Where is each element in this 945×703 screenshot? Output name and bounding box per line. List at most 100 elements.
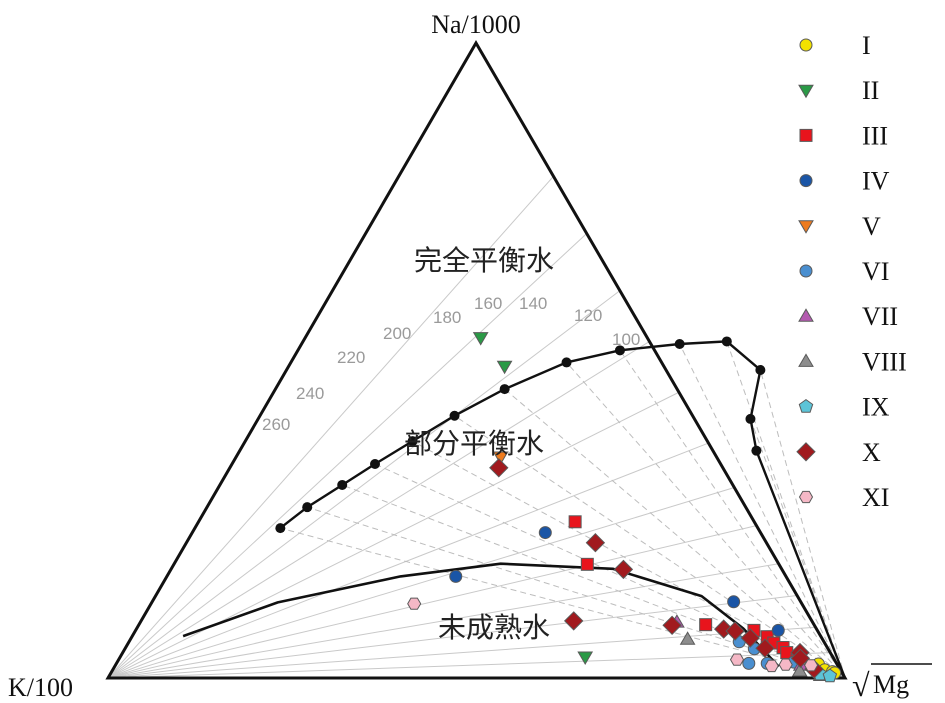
- grid-ray: [107, 341, 650, 679]
- legend-marker: [798, 490, 814, 504]
- legend-label: XI: [862, 483, 889, 512]
- data-point: [740, 628, 761, 648]
- grid-ray: [107, 391, 680, 679]
- region-label-immature: 未成熟水: [438, 611, 550, 644]
- grid-ray: [107, 652, 831, 679]
- curve-node: [614, 345, 625, 356]
- data-point: [729, 653, 745, 666]
- temperature-label: 160: [474, 294, 502, 313]
- grid-dashed-line: [679, 343, 846, 679]
- data-point: [492, 451, 509, 465]
- data-point: [580, 557, 594, 571]
- grid-dashed-line: [454, 415, 846, 679]
- curve-node: [755, 365, 766, 376]
- grid-dashed-line: [280, 527, 846, 679]
- curve-node: [674, 338, 685, 349]
- legend-marker: [798, 308, 814, 322]
- legend-marker: [799, 264, 813, 278]
- legend-label: VIII: [862, 347, 907, 376]
- curve-node: [751, 445, 762, 456]
- vertex-label-right-radical: √: [852, 667, 870, 703]
- data-point: [489, 458, 509, 478]
- legend-label: II: [862, 76, 879, 105]
- data-point: [679, 631, 696, 645]
- legend-label: IX: [862, 393, 890, 422]
- legend-marker: [798, 220, 814, 234]
- data-point: [449, 569, 463, 583]
- data-point: [791, 663, 808, 677]
- data-point: [585, 532, 606, 553]
- data-point: [755, 638, 775, 658]
- data-points: [407, 332, 842, 683]
- curve-node: [407, 436, 418, 447]
- legend-marker: [798, 398, 814, 413]
- data-point: [662, 615, 682, 636]
- legend-marker: [798, 353, 814, 367]
- temperature-labels: 260 240 220 200 180 160 140 120 100: [262, 294, 640, 434]
- curve-node: [337, 479, 348, 490]
- data-point: [568, 515, 582, 529]
- grid-dashed-line: [726, 341, 846, 679]
- grid-dashed-line: [374, 463, 846, 679]
- triangle-frame: [105, 40, 848, 680]
- temperature-label: 240: [296, 384, 324, 403]
- temperature-label: 180: [433, 308, 461, 327]
- curve-node: [561, 357, 572, 368]
- temperature-label: 140: [519, 294, 547, 313]
- grid-dashed-line: [566, 362, 846, 679]
- data-point: [538, 526, 552, 540]
- legend-label: V: [862, 212, 881, 241]
- curve-node: [745, 413, 756, 424]
- data-point: [577, 651, 594, 665]
- data-point: [804, 659, 819, 672]
- data-point: [778, 658, 793, 671]
- legend-label: IV: [862, 167, 890, 196]
- data-point: [727, 595, 741, 609]
- data-point: [613, 559, 634, 580]
- grid-dashed-line: [504, 388, 846, 679]
- temperature-label: 100: [612, 330, 640, 349]
- data-point: [771, 623, 785, 637]
- curve-node: [721, 336, 732, 347]
- grid-dashed-line: [759, 369, 846, 679]
- data-point: [725, 621, 745, 641]
- data-point: [563, 611, 584, 631]
- grid-ray: [107, 525, 757, 679]
- grid-ray: [107, 233, 588, 679]
- data-point: [790, 648, 811, 669]
- legend-label: VI: [862, 257, 889, 286]
- temperature-label: 220: [337, 348, 365, 367]
- legend-marker: [798, 84, 814, 99]
- legend-label: X: [862, 438, 881, 467]
- temperature-label: 120: [574, 306, 602, 325]
- legend-marker: [796, 442, 816, 462]
- legend-label: III: [862, 121, 888, 150]
- legend-marker: [799, 174, 813, 188]
- legend-marker: [799, 128, 813, 142]
- grid-ray: [107, 594, 798, 679]
- grid-ray: [107, 626, 816, 679]
- data-point: [407, 597, 422, 610]
- legend-marker: [799, 38, 813, 52]
- vertex-label-top: Na/1000: [431, 10, 521, 39]
- legend-label: VII: [862, 302, 898, 331]
- curve-node: [449, 410, 460, 421]
- vertex-label-left: K/100: [8, 673, 73, 702]
- grid-dashed-line: [619, 350, 846, 679]
- curve-node: [302, 502, 313, 513]
- data-point: [699, 618, 713, 632]
- data-point: [496, 360, 513, 375]
- curve-node: [499, 384, 510, 395]
- triangle-outline: [105, 40, 848, 680]
- temperature-label: 200: [383, 324, 411, 343]
- region-label-partial-equilibrium: 部分平衡水: [404, 427, 544, 460]
- curve-node: [275, 523, 286, 534]
- grid-ray: [107, 176, 554, 679]
- grid-ray: [107, 442, 709, 679]
- data-point: [472, 332, 489, 346]
- data-point: [764, 659, 779, 673]
- grid-ray: [107, 290, 621, 679]
- grid-ray: [107, 563, 779, 679]
